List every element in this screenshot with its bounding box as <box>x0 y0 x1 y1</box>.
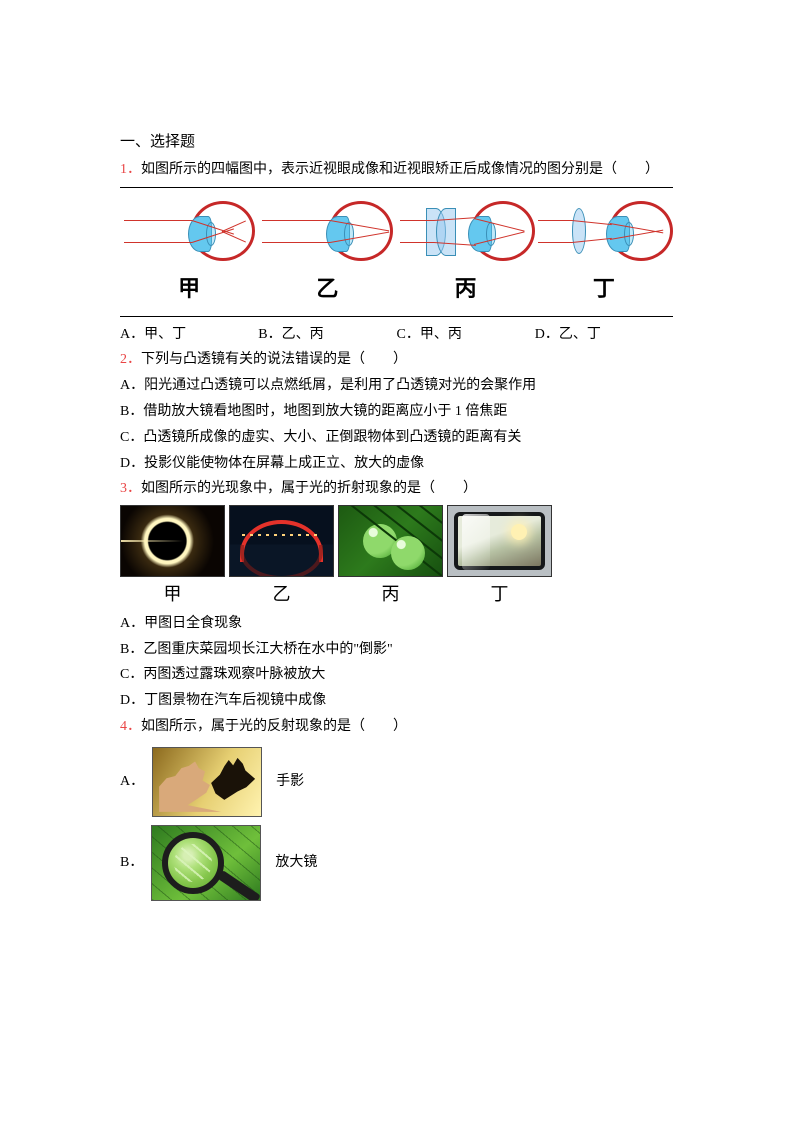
hand-shadow-icon <box>152 747 262 817</box>
q1-fig-3: 丙 <box>398 196 533 307</box>
section-heading: 一、选择题 <box>120 130 673 156</box>
magnifier-icon <box>151 825 261 901</box>
q3-opt-a: A．甲图日全食现象 <box>120 612 673 636</box>
q1-label-4: 丁 <box>593 270 615 307</box>
q1-figure-row: 甲 乙 丙 <box>120 187 673 316</box>
dewdrop-icon <box>338 505 443 577</box>
q4-number: 4． <box>120 719 141 734</box>
q4-b-label: 放大镜 <box>275 851 317 875</box>
q2-opt-b: B．借助放大镜看地图时，地图到放大镜的距离应小于 1 倍焦距 <box>120 400 673 424</box>
q3-fig-2: 乙 <box>229 505 334 610</box>
q3-label-4: 丁 <box>491 579 509 610</box>
q1-text: 如图所示的四幅图中，表示近视眼成像和近视眼矫正后成像情况的图分别是（ ） <box>141 162 659 177</box>
q1-opt-b: B．乙、丙 <box>258 323 396 347</box>
q1-label-1: 甲 <box>178 270 200 307</box>
q2-text: 下列与凸透镜有关的说法错误的是（ ） <box>141 352 407 367</box>
q4-a-letter: A． <box>120 770 144 794</box>
q3-text: 如图所示的光现象中，属于光的折射现象的是（ ） <box>141 481 477 496</box>
q1-opt-c: C．甲、丙 <box>397 323 535 347</box>
q3-label-3: 丙 <box>382 579 400 610</box>
q3-fig-1: 甲 <box>120 505 225 610</box>
q1-options: A．甲、丁 B．乙、丙 C．甲、丙 D．乙、丁 <box>120 323 673 347</box>
q3-opt-d: D．丁图景物在汽车后视镜中成像 <box>120 689 673 713</box>
bridge-icon <box>229 505 334 577</box>
q3-fig-4: 丁 <box>447 505 552 610</box>
q3-opt-b: B．乙图重庆菜园坝长江大桥在水中的"倒影" <box>120 638 673 662</box>
eclipse-icon <box>120 505 225 577</box>
q4-opt-b: B． 放大镜 <box>120 825 673 901</box>
q1-opt-d: D．乙、丁 <box>535 323 673 347</box>
q4-text: 如图所示，属于光的反射现象的是（ ） <box>141 719 407 734</box>
q1-label-3: 丙 <box>455 270 477 307</box>
q2-opt-a: A．阳光通过凸透镜可以点燃纸屑，是利用了凸透镜对光的会聚作用 <box>120 374 673 398</box>
question-3: 3．如图所示的光现象中，属于光的折射现象的是（ ） <box>120 477 673 501</box>
q1-fig-1: 甲 <box>122 196 257 307</box>
q2-opt-d: D．投影仪能使物体在屏幕上成正立、放大的虚像 <box>120 452 673 476</box>
question-1: 1．如图所示的四幅图中，表示近视眼成像和近视眼矫正后成像情况的图分别是（ ） <box>120 158 673 182</box>
q1-opt-a: A．甲、丁 <box>120 323 258 347</box>
rear-mirror-icon <box>447 505 552 577</box>
q3-label-2: 乙 <box>273 579 291 610</box>
q3-fig-3: 丙 <box>338 505 443 610</box>
q3-figure-row: 甲 乙 丙 丁 <box>120 505 673 610</box>
q4-a-label: 手影 <box>276 770 304 794</box>
q4-opt-a: A． 手影 <box>120 747 673 817</box>
q2-opt-c: C．凸透镜所成像的虚实、大小、正倒跟物体到凸透镜的距离有关 <box>120 426 673 450</box>
question-4: 4．如图所示，属于光的反射现象的是（ ） <box>120 715 673 739</box>
question-2: 2．下列与凸透镜有关的说法错误的是（ ） <box>120 348 673 372</box>
q3-number: 3． <box>120 481 141 496</box>
q2-number: 2． <box>120 352 141 367</box>
q1-fig-4: 丁 <box>536 196 671 307</box>
q1-number: 1． <box>120 162 141 177</box>
q3-label-1: 甲 <box>164 579 182 610</box>
q3-opt-c: C．丙图透过露珠观察叶脉被放大 <box>120 663 673 687</box>
q4-b-letter: B． <box>120 851 143 875</box>
q1-fig-2: 乙 <box>260 196 395 307</box>
q1-label-2: 乙 <box>316 270 338 307</box>
